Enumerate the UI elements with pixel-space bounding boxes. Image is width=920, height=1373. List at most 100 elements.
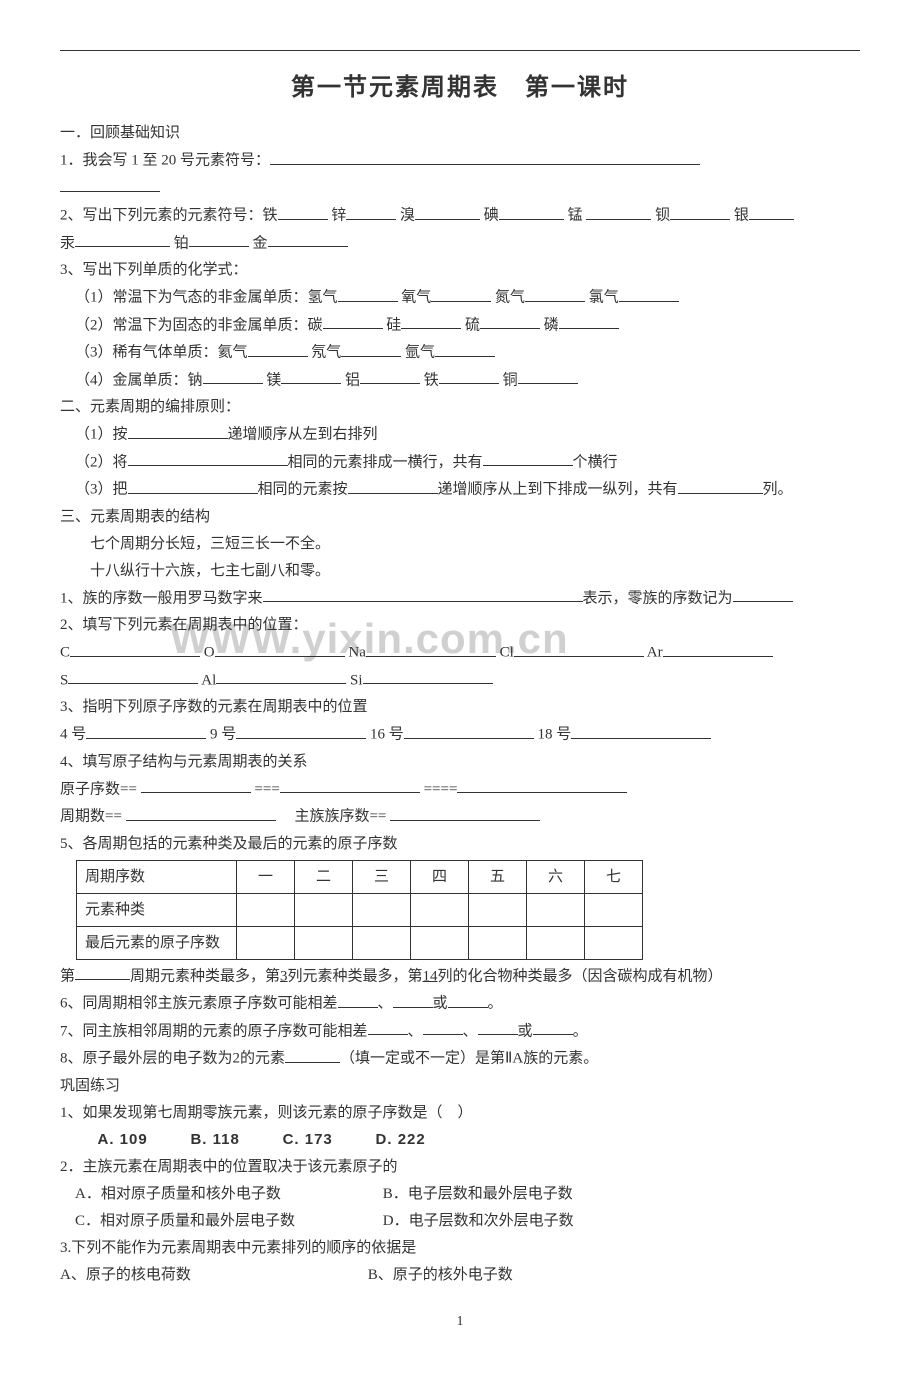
cell[interactable] bbox=[469, 893, 527, 926]
blank[interactable] bbox=[215, 640, 345, 657]
blank[interactable] bbox=[360, 368, 420, 385]
blank[interactable] bbox=[128, 477, 258, 494]
blank[interactable] bbox=[457, 777, 627, 794]
blank[interactable] bbox=[86, 722, 206, 739]
blank[interactable] bbox=[278, 203, 328, 220]
s2-2c: 个横行 bbox=[573, 454, 618, 470]
blank[interactable] bbox=[435, 340, 495, 357]
q3-1-item: 氧气 bbox=[401, 290, 431, 306]
blank[interactable] bbox=[678, 477, 763, 494]
cell[interactable] bbox=[411, 893, 469, 926]
cell[interactable] bbox=[527, 926, 585, 959]
blank[interactable] bbox=[401, 313, 461, 330]
cell[interactable] bbox=[295, 893, 353, 926]
opt-a[interactable]: A. 109 bbox=[98, 1128, 148, 1152]
blank[interactable] bbox=[499, 203, 564, 220]
blank[interactable] bbox=[363, 668, 493, 685]
blank[interactable] bbox=[366, 640, 496, 657]
blank[interactable] bbox=[141, 777, 251, 794]
q3-heading: 3、写出下列单质的化学式： bbox=[60, 258, 860, 282]
blank[interactable] bbox=[280, 777, 420, 794]
blank[interactable] bbox=[368, 1019, 408, 1036]
blank[interactable] bbox=[236, 722, 366, 739]
blank[interactable] bbox=[281, 368, 341, 385]
blank[interactable] bbox=[480, 313, 540, 330]
cell[interactable] bbox=[237, 893, 295, 926]
opt-d[interactable]: D. 222 bbox=[376, 1128, 426, 1152]
q3-item: 18 号 bbox=[538, 727, 572, 743]
blank[interactable] bbox=[559, 313, 619, 330]
cell[interactable] bbox=[237, 926, 295, 959]
blank[interactable] bbox=[248, 340, 308, 357]
cell[interactable] bbox=[585, 926, 643, 959]
cell[interactable] bbox=[411, 926, 469, 959]
opt-d[interactable]: D．电子层数和次外层电子数 bbox=[383, 1209, 574, 1233]
blank[interactable] bbox=[75, 231, 170, 248]
elem: Si bbox=[350, 672, 363, 688]
th: 四 bbox=[411, 860, 469, 893]
q2-prefix: 2、写出下列元素的元素符号：铁 bbox=[60, 208, 278, 224]
opt-b[interactable]: B、原子的核外电子数 bbox=[368, 1263, 513, 1287]
blank[interactable] bbox=[390, 804, 540, 821]
blank[interactable] bbox=[341, 340, 401, 357]
blank[interactable] bbox=[68, 668, 198, 685]
blank[interactable] bbox=[216, 668, 346, 685]
blank[interactable] bbox=[70, 640, 200, 657]
poem1: 七个周期分长短，三短三长一不全。 bbox=[60, 532, 860, 556]
blank[interactable] bbox=[263, 586, 583, 603]
blank[interactable] bbox=[749, 203, 794, 220]
blank[interactable] bbox=[285, 1046, 340, 1063]
blank[interactable] bbox=[189, 231, 249, 248]
cell[interactable] bbox=[353, 926, 411, 959]
blank[interactable] bbox=[128, 422, 228, 439]
opt-b[interactable]: B．电子层数和最外层电子数 bbox=[383, 1182, 573, 1206]
opt-a[interactable]: A、原子的核电荷数 bbox=[60, 1263, 340, 1287]
blank[interactable] bbox=[733, 586, 793, 603]
blank[interactable] bbox=[670, 203, 730, 220]
blank[interactable] bbox=[268, 231, 348, 248]
blank[interactable] bbox=[431, 285, 491, 302]
opt-c[interactable]: C．相对原子质量和最外层电子数 bbox=[75, 1209, 355, 1233]
blank[interactable] bbox=[439, 368, 499, 385]
blank[interactable] bbox=[338, 991, 378, 1008]
blank[interactable] bbox=[423, 1019, 463, 1036]
table-row: 周期序数 一 二 三 四 五 六 七 bbox=[77, 860, 643, 893]
blank[interactable] bbox=[663, 640, 773, 657]
blank[interactable] bbox=[448, 991, 488, 1008]
blank[interactable] bbox=[478, 1019, 518, 1036]
opt-c[interactable]: C. 173 bbox=[283, 1128, 333, 1152]
blank[interactable] bbox=[128, 450, 288, 467]
q1-text: 1．我会写 1 至 20 号元素符号： bbox=[60, 153, 270, 169]
blank[interactable] bbox=[619, 285, 679, 302]
blank[interactable] bbox=[323, 313, 383, 330]
blank[interactable] bbox=[571, 722, 711, 739]
blank[interactable] bbox=[483, 450, 573, 467]
q4l1: 原子序数== bbox=[60, 781, 137, 797]
blank[interactable] bbox=[525, 285, 585, 302]
blank[interactable] bbox=[126, 804, 276, 821]
q2-item: 钡 bbox=[655, 208, 670, 224]
blank[interactable] bbox=[348, 477, 438, 494]
cell[interactable] bbox=[585, 893, 643, 926]
cell[interactable] bbox=[295, 926, 353, 959]
q6c: 或 bbox=[433, 996, 448, 1012]
blank[interactable] bbox=[533, 1019, 573, 1036]
blank[interactable] bbox=[518, 368, 578, 385]
blank[interactable] bbox=[514, 640, 644, 657]
blank[interactable] bbox=[404, 722, 534, 739]
cell[interactable] bbox=[527, 893, 585, 926]
blank[interactable] bbox=[75, 964, 130, 981]
cell[interactable] bbox=[353, 893, 411, 926]
blank[interactable] bbox=[270, 148, 700, 165]
blank[interactable] bbox=[393, 991, 433, 1008]
blank[interactable] bbox=[415, 203, 480, 220]
blank[interactable] bbox=[60, 176, 160, 193]
blank[interactable] bbox=[338, 285, 398, 302]
cell[interactable] bbox=[469, 926, 527, 959]
blank[interactable] bbox=[203, 368, 263, 385]
blank[interactable] bbox=[346, 203, 396, 220]
blank[interactable] bbox=[586, 203, 651, 220]
q3-item: 9 号 bbox=[210, 727, 236, 743]
opt-a[interactable]: A．相对原子质量和核外电子数 bbox=[75, 1182, 355, 1206]
opt-b[interactable]: B. 118 bbox=[190, 1128, 239, 1152]
